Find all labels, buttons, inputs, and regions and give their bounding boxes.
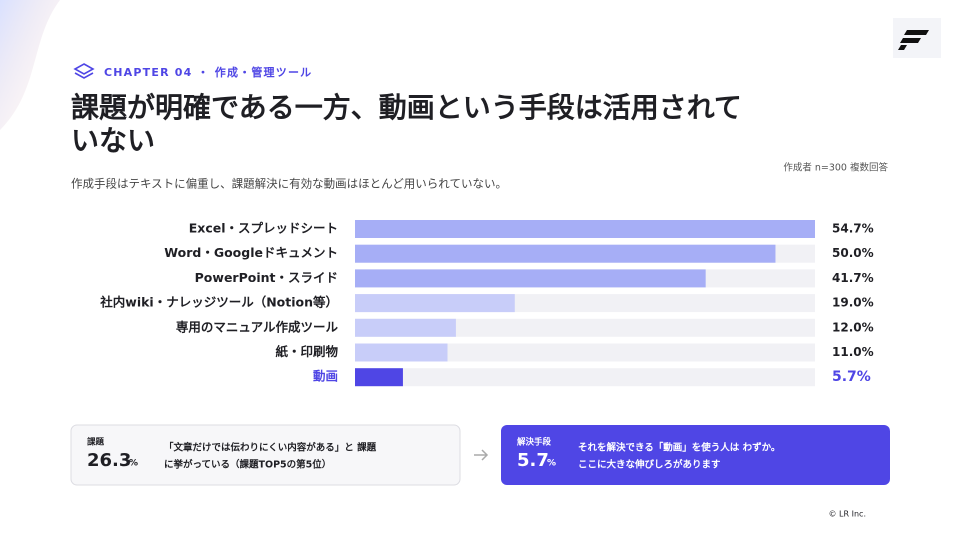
chapter-icon	[73, 63, 95, 79]
value-label: 41.7%	[832, 271, 874, 285]
chapter: CHAPTER 04 ・ 作成・管理ツール	[104, 65, 312, 79]
category-label: 社内wiki・ナレッジツール（Notion等）	[99, 295, 338, 310]
callout-unit: %	[129, 459, 138, 469]
category-label: Word・Googleドキュメント	[164, 245, 338, 260]
title: 課題が明確である一方、動画という手段は活用されて	[71, 91, 742, 124]
callout-text: それを解決できる「動画」を使う人は わずか。	[578, 442, 780, 454]
value-label: 19.0%	[832, 296, 874, 310]
callout-value: 5.7	[517, 450, 549, 471]
callout-box	[501, 425, 890, 485]
bar	[355, 244, 776, 263]
bar	[355, 368, 403, 387]
copyright: © LR Inc.	[829, 510, 866, 519]
bar	[355, 294, 515, 313]
value-label: 12.0%	[832, 320, 874, 334]
value-label: 5.7%	[832, 369, 871, 385]
category-label: 専用のマニュアル作成ツール	[176, 319, 339, 334]
title: いない	[71, 124, 155, 157]
category-label: 動画	[313, 369, 338, 384]
callout-label: 解決手段	[517, 437, 552, 448]
bar-track	[355, 368, 815, 387]
bar	[355, 269, 706, 288]
callout-value: 26.3	[87, 450, 131, 471]
callout-text: ここに大きな伸びしろがあります	[578, 459, 721, 471]
value-label: 50.0%	[832, 246, 874, 260]
bar-track	[355, 318, 815, 337]
value-label: 54.7%	[832, 222, 874, 236]
bar	[355, 220, 815, 238]
decoration	[0, 0, 60, 130]
callout-label: 課題	[87, 437, 105, 448]
bar-track	[355, 343, 815, 362]
bar	[355, 318, 456, 337]
arrow	[474, 449, 489, 461]
category-label: 紙・印刷物	[275, 344, 338, 359]
value-label: 11.0%	[832, 345, 874, 359]
subtitle: 作成手段はテキストに偏重し、課題解決に有効な動画はほとんど用いられていない。	[71, 177, 507, 191]
note: 作成者 n=300 複数回答	[783, 162, 888, 174]
callout-text: 「文章だけでは伝わりにくい内容がある」と 課題	[164, 442, 377, 454]
category-label: PowerPoint・スライド	[195, 270, 338, 285]
category-label: Excel・スプレッドシート	[189, 221, 338, 236]
bar	[355, 343, 448, 362]
callout-box	[70, 424, 461, 486]
logo	[893, 18, 941, 58]
callout-text: に挙がっている（課題TOP5の第5位）	[164, 459, 331, 471]
callout-unit: %	[547, 459, 556, 469]
